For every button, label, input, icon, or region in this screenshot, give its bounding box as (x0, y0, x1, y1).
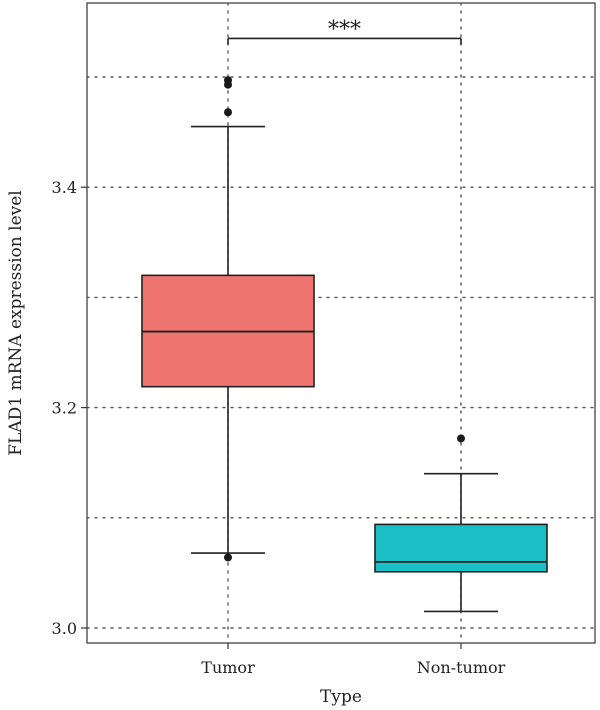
y-axis-title: FLAD1 mRNA expression level (6, 190, 26, 455)
x-axis-title: Type (320, 687, 362, 707)
axis-layer: 3.0 3.2 3.4 Tumor Non-tumor (52, 178, 506, 677)
outlier-point (457, 434, 465, 443)
x-tick-label: Tumor (201, 658, 255, 677)
outlier-point (224, 553, 232, 562)
outlier-point (224, 108, 232, 117)
significance-label: *** (328, 17, 361, 42)
box-layer (141, 76, 548, 613)
x-tick-label: Non-tumor (417, 658, 506, 677)
outlier-point (224, 76, 232, 85)
significance-layer: *** (227, 17, 462, 45)
y-tick-label: 3.4 (52, 178, 77, 197)
y-tick-label: 3.2 (52, 399, 77, 418)
box-non-tumor (374, 523, 548, 573)
y-tick-label: 3.0 (52, 619, 77, 638)
